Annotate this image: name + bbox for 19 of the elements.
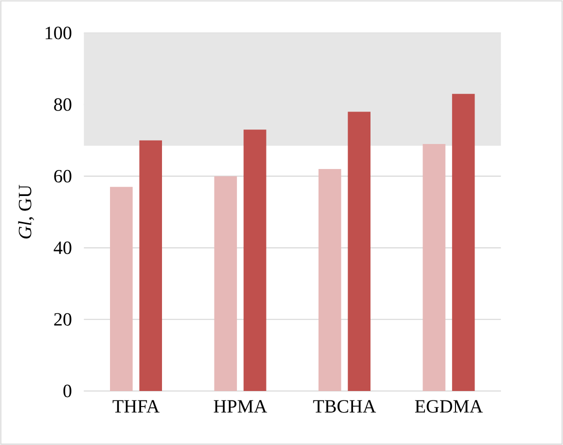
bar [452,94,475,391]
x-tick-label: TBCHA [313,400,376,413]
bar [348,112,370,391]
x-tick-label: EGDMA [415,400,483,413]
y-tick-label: 80 [54,98,72,111]
bar [214,176,237,391]
y-tick-label: 40 [54,241,72,254]
y-tick-label: 100 [46,26,72,40]
y-axis-title: Gl, GU [18,184,34,238]
y-tick-label: 60 [54,170,72,182]
bar [318,169,342,391]
y-tick-label: 20 [54,313,72,326]
x-tick-label: HPMA [214,400,268,412]
bar [422,144,446,391]
y-tick-label: 0 [63,384,72,398]
bar [110,186,133,391]
x-tick-label: THFA [112,400,160,412]
bar [139,140,162,391]
bar [244,130,266,391]
